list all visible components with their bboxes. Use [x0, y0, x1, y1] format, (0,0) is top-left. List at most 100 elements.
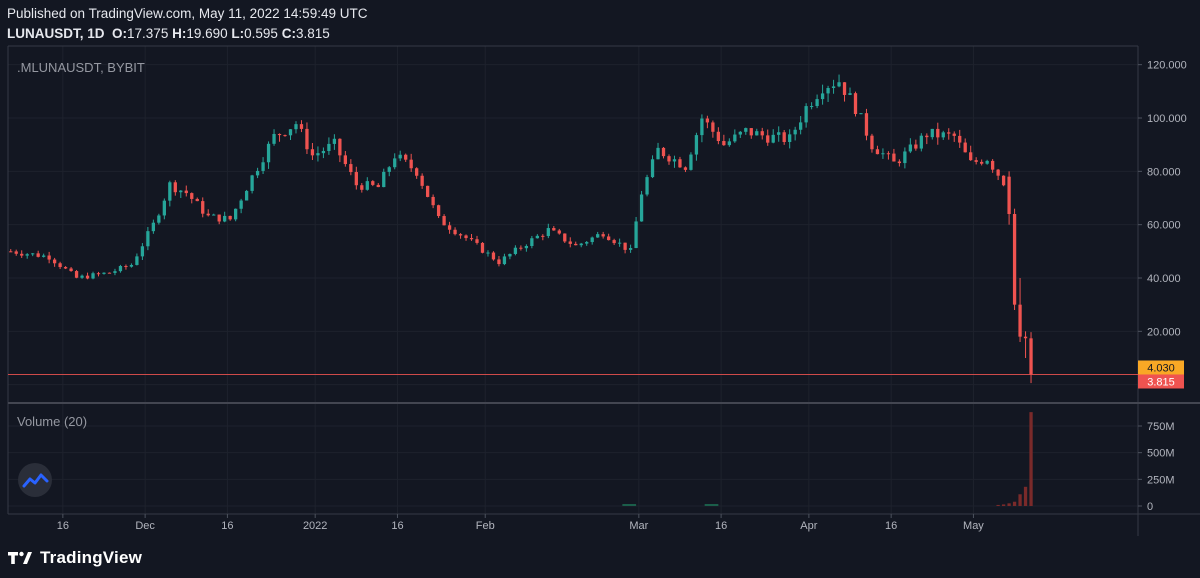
candle-body: [985, 160, 989, 164]
price-tick-label: 80.000: [1147, 166, 1181, 178]
candle-body: [508, 253, 512, 257]
time-tick-label: 16: [715, 520, 727, 532]
volume-axis[interactable]: 0 250M 500M 750M: [1138, 421, 1175, 513]
candle-body: [585, 242, 589, 244]
chart-symbol-label: .MLUNAUSDT, BYBIT: [17, 60, 145, 75]
candle-body: [382, 171, 386, 188]
candle-body: [52, 259, 57, 264]
volume-label: Volume (20): [17, 414, 87, 429]
candle-body: [239, 200, 243, 209]
logo-badge-bg: [18, 463, 52, 497]
volume-tick-label: 0: [1147, 501, 1153, 513]
candle-body: [870, 135, 874, 150]
candle-body: [535, 235, 539, 239]
candle-body: [502, 256, 507, 265]
candle-body: [634, 221, 638, 249]
time-tick-label: Mar: [629, 520, 648, 532]
candle-body: [607, 236, 611, 241]
open-value: 17.375: [127, 26, 169, 41]
candle-body: [14, 251, 18, 254]
close-value: 3.815: [295, 26, 330, 41]
candle-body: [74, 271, 79, 278]
candle-body: [908, 144, 912, 152]
candle-body: [179, 190, 183, 193]
candle-body: [914, 144, 918, 149]
candle-body: [782, 132, 786, 143]
candle-body: [853, 93, 858, 115]
candle-body: [563, 233, 567, 242]
price-markers: 4.030 3.815: [1138, 360, 1184, 389]
candle-body: [568, 241, 572, 244]
price-tick-label: 120.000: [1147, 60, 1187, 72]
candle-body: [157, 215, 161, 223]
candle-body: [875, 149, 880, 155]
candle-body: [1001, 175, 1006, 186]
candle-body: [952, 133, 956, 136]
candle-body: [980, 161, 984, 164]
candle-body: [31, 253, 35, 255]
footer-brand[interactable]: TradingView: [8, 546, 142, 570]
candle-body: [524, 245, 529, 249]
candle-body: [409, 159, 413, 169]
time-tick-label: 16: [391, 520, 403, 532]
price-axis[interactable]: 0.00020.00040.00060.00080.000100.000120.…: [1138, 60, 1187, 392]
candle-body: [683, 167, 688, 170]
candle-body: [831, 86, 836, 89]
candle-body: [365, 181, 369, 190]
candle-body: [596, 234, 600, 238]
published-line: Published on TradingView.com, May 11, 20…: [7, 6, 368, 21]
price-pane: [8, 46, 1138, 402]
candle-body: [777, 132, 781, 135]
price-tick-label: 100.000: [1147, 113, 1187, 125]
candle-body: [80, 275, 84, 278]
time-tick-label: May: [963, 520, 984, 532]
high-value: 19.690: [186, 26, 228, 41]
candle-body: [349, 164, 353, 173]
candle-body: [442, 216, 446, 226]
candle-body: [371, 181, 375, 185]
candle-body: [513, 247, 518, 254]
candle-body: [255, 170, 260, 176]
high-label: H:: [172, 26, 187, 41]
candle-body: [398, 154, 402, 159]
candle-body: [848, 93, 852, 95]
candle-body: [804, 106, 808, 123]
volume-bar: [1012, 501, 1017, 506]
candle-body: [404, 154, 408, 160]
candle-body: [530, 238, 534, 246]
candle-body: [590, 237, 594, 243]
candle-body: [886, 153, 891, 155]
time-axis[interactable]: 16 Dec 16 2022 16 Feb Mar 16 Apr 16 May: [57, 514, 985, 532]
candle-body: [234, 208, 238, 220]
candle-body: [738, 131, 742, 135]
candle-body: [338, 138, 342, 156]
candle-body: [206, 213, 210, 216]
candle-body: [415, 168, 419, 176]
candle-body: [771, 134, 775, 143]
brand-name: TradingView: [40, 548, 143, 567]
candle-body: [755, 131, 759, 136]
logo-badge[interactable]: [18, 463, 52, 497]
candle-body: [107, 272, 112, 274]
candle-body: [705, 118, 710, 123]
candle-body: [261, 162, 265, 171]
candle-body: [294, 124, 298, 130]
candle-body: [217, 214, 221, 222]
candle-body: [69, 268, 73, 272]
chart-header: Published on TradingView.com, May 11, 20…: [7, 4, 367, 44]
candle-body: [453, 229, 457, 235]
time-tick-label: Apr: [800, 520, 817, 532]
candle-body: [288, 129, 293, 136]
time-tick-label: Feb: [476, 520, 495, 532]
price-tick-label: 40.000: [1147, 273, 1181, 285]
volume-tick-label: 500M: [1147, 448, 1175, 460]
volume-bar: [1023, 486, 1028, 506]
candle-body: [266, 143, 271, 163]
candle-body: [996, 169, 1000, 176]
candle-body: [464, 235, 468, 239]
tradingview-logo-icon: [8, 551, 32, 564]
candle-body: [919, 135, 923, 149]
candle-body: [223, 215, 227, 222]
candle-body: [102, 272, 106, 274]
